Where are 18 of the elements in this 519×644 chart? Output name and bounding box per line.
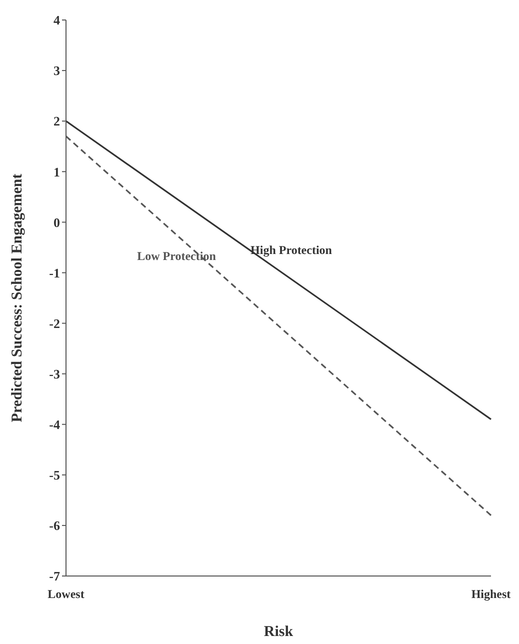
y-tick-label: -2 — [49, 316, 60, 331]
series-label: Low Protection — [137, 248, 216, 264]
y-tick-label: -6 — [49, 518, 60, 534]
series-label: High Protection — [250, 243, 332, 258]
y-tick-label: 1 — [54, 164, 60, 180]
x-axis-title: Risk — [264, 624, 294, 640]
y-tick-label: 0 — [54, 214, 60, 230]
y-tick-label: 4 — [54, 12, 60, 28]
x-tick-label: Highest — [471, 587, 511, 601]
y-tick-label: 3 — [54, 63, 60, 78]
y-tick-label: -7 — [49, 568, 60, 584]
y-axis-title: Predicted Success: School Engagement — [9, 174, 26, 422]
x-tick-label: Lowest — [48, 587, 84, 601]
y-tick-label: -5 — [49, 468, 60, 483]
y-tick-label: -3 — [49, 366, 60, 382]
y-tick-label: 2 — [54, 114, 60, 129]
y-tick-label: -1 — [49, 265, 60, 280]
y-tick-label: -4 — [49, 416, 60, 432]
